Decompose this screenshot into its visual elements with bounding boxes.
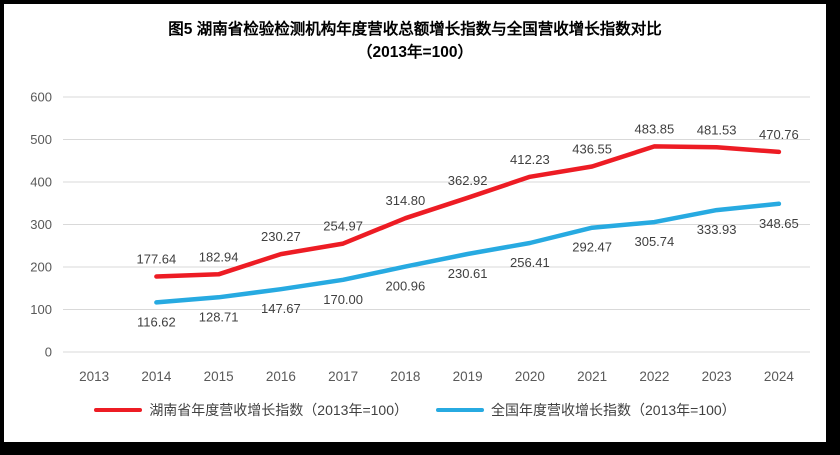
legend-item-hunan: 湖南省年度营收增长指数（2013年=100） bbox=[94, 400, 408, 420]
y-tick-label: 100 bbox=[30, 302, 52, 317]
legend-swatch-national bbox=[436, 407, 484, 413]
data-label-0: 412.23 bbox=[510, 152, 550, 167]
y-tick-label: 0 bbox=[45, 345, 52, 360]
y-tick-label: 600 bbox=[30, 90, 52, 105]
data-label-0: 254.97 bbox=[323, 219, 363, 234]
series-line-1 bbox=[154, 201, 782, 305]
data-label-0: 182.94 bbox=[199, 249, 239, 264]
data-label-0: 230.27 bbox=[261, 229, 301, 244]
data-label-1: 200.96 bbox=[385, 279, 425, 294]
legend-item-national: 全国年度营收增长指数（2013年=100） bbox=[436, 400, 736, 420]
series-line-0 bbox=[154, 144, 782, 279]
data-label-1: 170.00 bbox=[323, 292, 363, 307]
chart-legend: 湖南省年度营收增长指数（2013年=100） 全国年度营收增长指数（2013年=… bbox=[4, 400, 826, 420]
chart-plot: 0 100 200 300 400 500 600 2013 2014 2015 2016 2017 2… bbox=[30, 90, 810, 384]
x-tick-label: 2021 bbox=[577, 369, 607, 384]
data-label-0: 362.92 bbox=[448, 173, 488, 188]
data-label-1: 116.62 bbox=[137, 314, 176, 329]
x-tick-label: 2016 bbox=[266, 369, 296, 384]
y-tick-label: 300 bbox=[30, 217, 52, 232]
data-label-1: 305.74 bbox=[634, 234, 674, 249]
x-tick-label: 2020 bbox=[515, 369, 545, 384]
chart-title-line2: （2013年=100） bbox=[357, 44, 473, 61]
data-label-0: 481.53 bbox=[697, 122, 737, 137]
data-label-1: 333.93 bbox=[697, 222, 737, 237]
data-label-1: 230.61 bbox=[448, 266, 488, 281]
y-tick-label: 500 bbox=[30, 132, 52, 147]
x-tick-label: 2019 bbox=[453, 369, 483, 384]
data-label-1: 147.67 bbox=[261, 301, 301, 316]
x-tick-label: 2014 bbox=[141, 369, 172, 384]
legend-swatch-hunan bbox=[94, 407, 143, 413]
x-tick-label: 2013 bbox=[79, 369, 109, 384]
data-label-0: 470.76 bbox=[759, 127, 799, 142]
x-tick-label: 2022 bbox=[639, 369, 669, 384]
data-label-1: 292.47 bbox=[572, 240, 612, 255]
data-label-1: 256.41 bbox=[510, 255, 550, 270]
data-label-0: 436.55 bbox=[572, 141, 612, 156]
chart-title: 图5 湖南省检验检测机构年度营收总额增长指数与全国营收增长指数对比 （2013年… bbox=[4, 4, 826, 80]
data-label-1: 128.71 bbox=[199, 309, 239, 324]
x-tick-label: 2018 bbox=[390, 369, 420, 384]
data-label-0: 483.85 bbox=[634, 121, 674, 136]
x-tick-label: 2017 bbox=[328, 369, 358, 384]
data-label-0: 177.64 bbox=[136, 252, 176, 267]
legend-label-hunan: 湖南省年度营收增长指数（2013年=100） bbox=[149, 402, 408, 418]
x-tick-label: 2023 bbox=[702, 369, 732, 384]
y-tick-label: 400 bbox=[30, 175, 52, 190]
data-label-1: 348.65 bbox=[759, 216, 799, 231]
chart-title-line1: 图5 湖南省检验检测机构年度营收总额增长指数与全国营收增长指数对比 bbox=[168, 21, 662, 38]
y-tick-label: 200 bbox=[30, 260, 52, 275]
data-label-0: 314.80 bbox=[385, 193, 425, 208]
legend-label-national: 全国年度营收增长指数（2013年=100） bbox=[491, 402, 736, 418]
x-tick-label: 2015 bbox=[204, 369, 234, 384]
x-tick-label: 2024 bbox=[764, 369, 795, 384]
